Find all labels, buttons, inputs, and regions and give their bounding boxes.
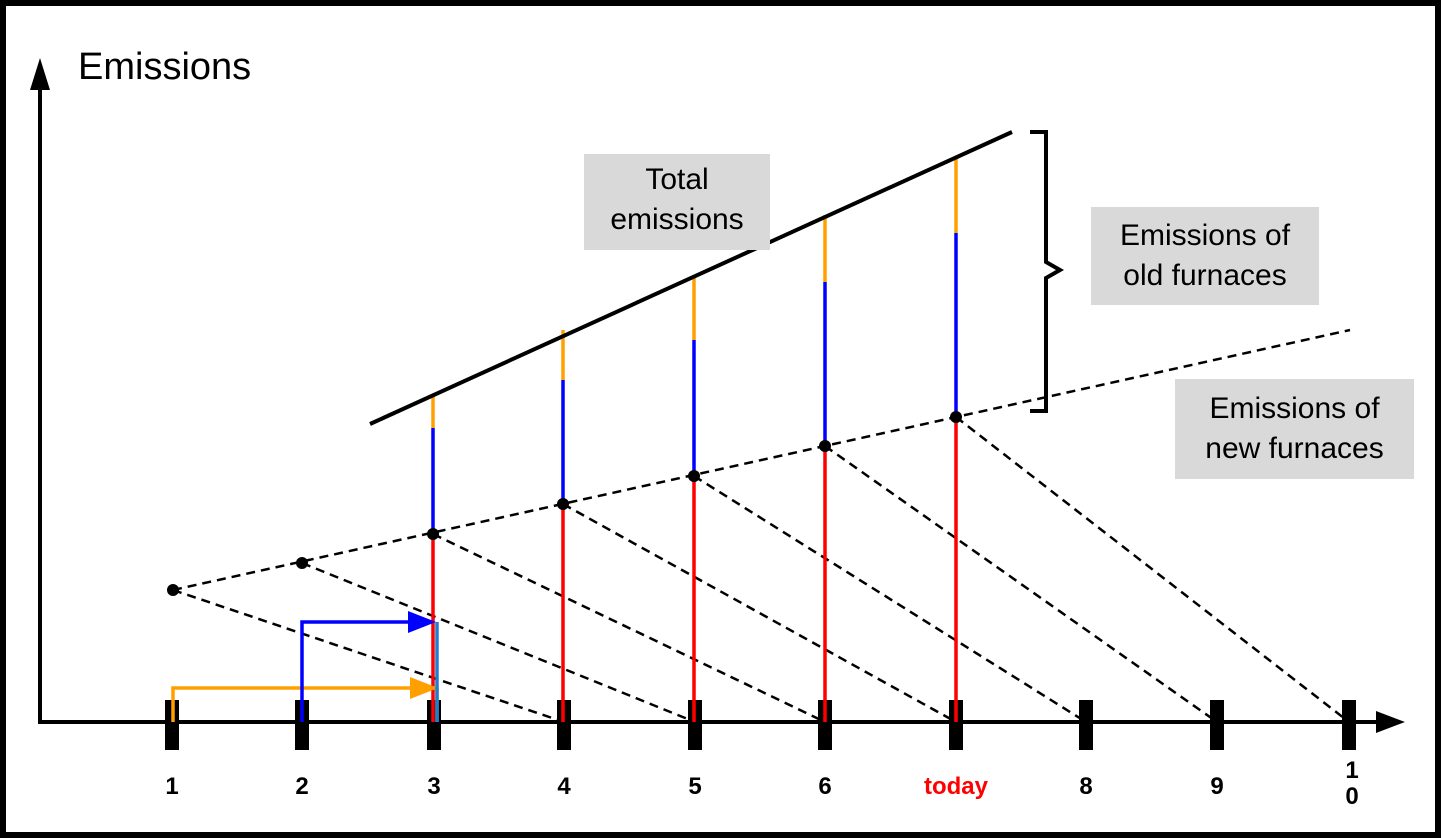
y-axis-arrowhead bbox=[30, 58, 50, 90]
tick-label-1: 1 bbox=[165, 773, 179, 800]
tick-mark bbox=[1342, 700, 1356, 750]
data-point bbox=[688, 470, 700, 482]
decay-line bbox=[172, 588, 565, 724]
tick-mark bbox=[295, 700, 309, 750]
old-furnaces-brace bbox=[1030, 130, 1065, 413]
tick-marks bbox=[165, 700, 1356, 750]
data-point bbox=[557, 498, 569, 510]
tick-mark bbox=[818, 700, 832, 750]
decay-line bbox=[301, 561, 696, 724]
tick-mark bbox=[688, 700, 702, 750]
tick-label-9: 9 bbox=[1210, 773, 1224, 800]
data-point bbox=[819, 440, 831, 452]
decay-lines bbox=[172, 416, 1350, 724]
tick-mark bbox=[557, 700, 571, 750]
total-emissions-label: Total emissions bbox=[584, 154, 770, 250]
tick-label-today: today bbox=[923, 773, 988, 800]
tick-label-4: 4 bbox=[557, 773, 571, 800]
tick-label-6: 6 bbox=[818, 773, 832, 800]
tick-mark bbox=[165, 700, 179, 750]
data-point bbox=[950, 411, 962, 423]
tick-mark bbox=[1079, 700, 1093, 750]
new-furnaces-line bbox=[172, 328, 1351, 592]
data-point bbox=[427, 528, 439, 540]
new-furnaces-label: Emissions of new furnaces bbox=[1175, 379, 1414, 479]
decay-line bbox=[693, 474, 1087, 724]
tick-mark bbox=[1210, 700, 1224, 750]
tick-label-8: 8 bbox=[1079, 773, 1093, 800]
data-point bbox=[167, 584, 179, 596]
data-points bbox=[167, 411, 962, 596]
tick-label-2: 2 bbox=[295, 773, 309, 800]
x-axis-arrowhead bbox=[1376, 711, 1405, 733]
y-axis-label: Emissions bbox=[78, 46, 252, 88]
data-point bbox=[296, 557, 308, 569]
tick-label-10: 1 0 bbox=[1345, 757, 1359, 810]
total-emissions-line bbox=[369, 130, 1013, 426]
tick-label-3: 3 bbox=[427, 773, 441, 800]
decay-line bbox=[955, 416, 1350, 723]
decay-line bbox=[824, 444, 1218, 724]
old-furnaces-label: Emissions of old furnaces bbox=[1091, 207, 1319, 305]
blue-transfer-arrow bbox=[300, 611, 439, 722]
tick-label-5: 5 bbox=[688, 773, 702, 800]
decay-line bbox=[432, 532, 826, 724]
tick-mark bbox=[949, 700, 963, 750]
stacked-bars bbox=[431, 158, 958, 722]
